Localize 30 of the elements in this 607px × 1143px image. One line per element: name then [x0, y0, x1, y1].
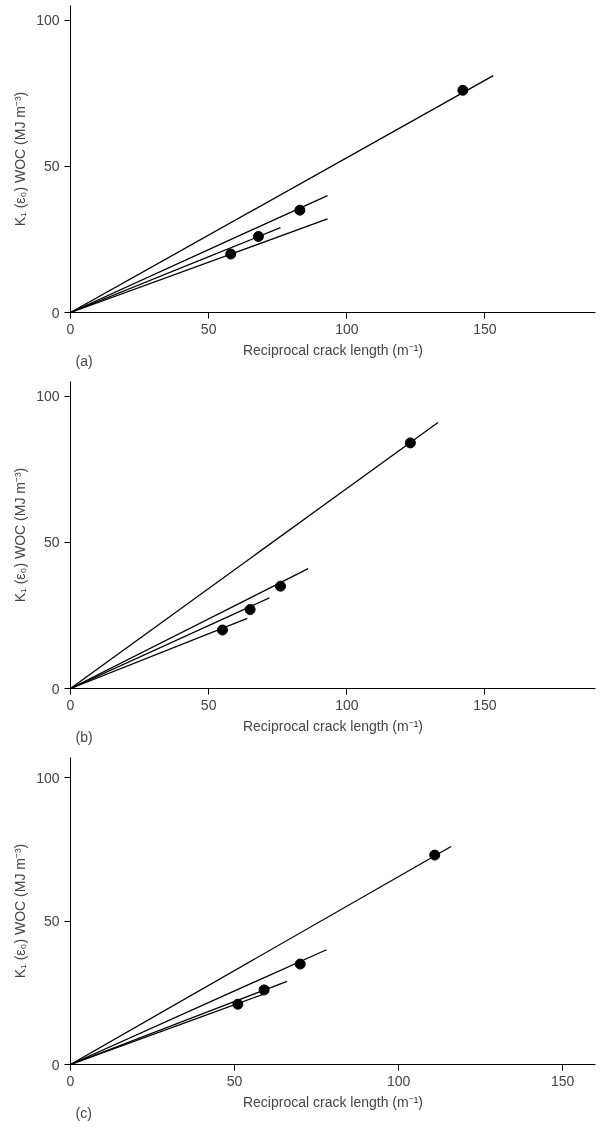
y-axis-title: K₁ (ε₀) WOC (MJ m⁻³) [12, 467, 29, 603]
x-axis-title: Reciprocal crack length (m⁻¹) [242, 341, 424, 358]
x-tick-label: 0 [66, 1072, 75, 1089]
x-tick-label: 50 [200, 320, 217, 337]
x-tick-label: 100 [386, 1072, 411, 1089]
x-tick-label: 150 [473, 320, 497, 337]
x-tick-label: 100 [335, 696, 359, 713]
y-tick-label: 0 [51, 1056, 60, 1073]
x-tick-label: 150 [551, 1072, 575, 1089]
y-axis-title: K₁ (ε₀) WOC (MJ m⁻³) [12, 91, 29, 227]
y-tick-label: 50 [43, 913, 60, 930]
x-axis-title: Reciprocal crack length (m⁻¹) [242, 1093, 424, 1110]
x-tick-label: 100 [335, 320, 359, 337]
y-axis-title: K₁ (ε₀) WOC (MJ m⁻³) [12, 843, 29, 979]
y-tick-label: 50 [43, 534, 60, 551]
y-tick-label: 100 [36, 769, 60, 786]
y-tick-label: 0 [51, 680, 60, 697]
x-tick-label: 0 [66, 696, 75, 713]
y-tick-label: 100 [36, 388, 60, 405]
x-tick-label: 150 [473, 696, 497, 713]
x-tick-label: 0 [66, 320, 75, 337]
text: (b) [75, 728, 93, 745]
y-tick-label: 0 [51, 304, 60, 321]
text: (c) [75, 1104, 92, 1121]
text: (a) [75, 352, 93, 369]
y-tick-label: 50 [43, 158, 60, 175]
x-tick-label: 50 [200, 696, 217, 713]
x-axis-title: Reciprocal crack length (m⁻¹) [242, 717, 424, 734]
x-tick-label: 50 [226, 1072, 243, 1089]
y-tick-label: 100 [36, 12, 60, 29]
